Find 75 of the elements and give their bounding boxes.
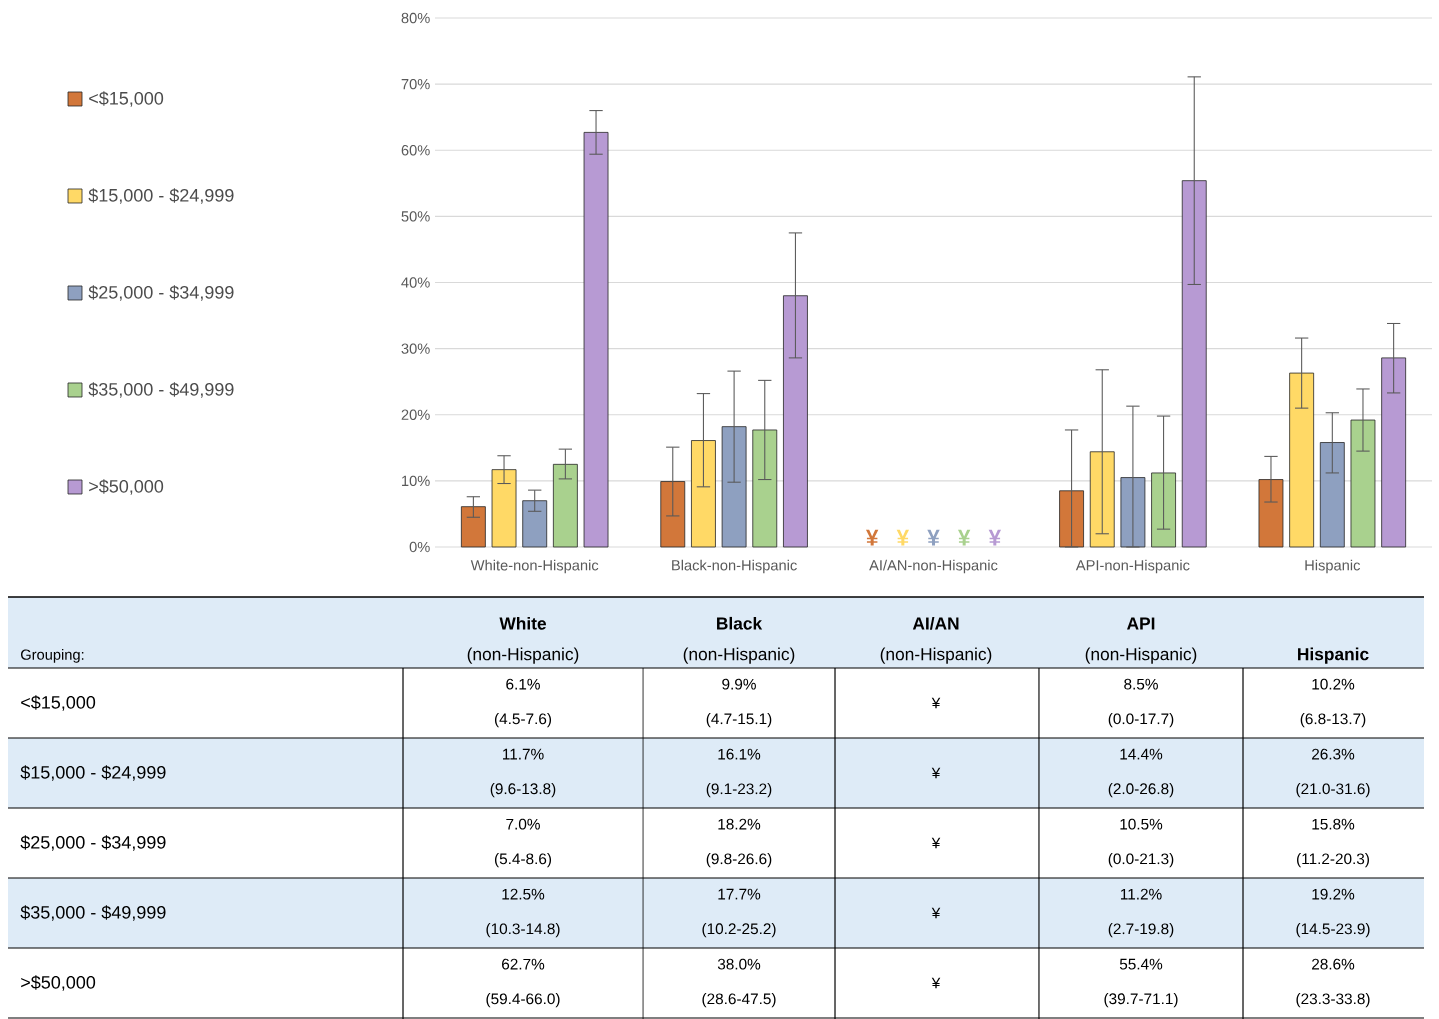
bar (1289, 372, 1315, 548)
y-tick-label: 10% (402, 475, 430, 487)
text: 18.2% (9.8-26.6) (706, 818, 772, 868)
bar (1350, 419, 1376, 548)
text: ¥ (865, 529, 879, 546)
text: 28.6% (23.3-33.8) (1296, 958, 1370, 1008)
text: 14.4% (2.0-26.8) (1108, 748, 1174, 798)
text: ¥ (927, 529, 940, 546)
y-tick-label: 0% (409, 541, 430, 553)
bar (522, 500, 548, 548)
text: White (non-Hispanic) (467, 616, 579, 664)
x-tick-label: White-non-Hispanic (470, 559, 599, 574)
text: 16.1% (9.1-23.2) (706, 748, 772, 798)
text: 10.5% (0.0-21.3) (1108, 818, 1174, 868)
y-tick-label: 50% (401, 211, 430, 222)
text: ¥ (931, 907, 941, 919)
bar (1381, 357, 1407, 548)
text: 19.2% (14.5-23.9) (1296, 888, 1370, 938)
text: 26.3% (21.0-31.6) (1296, 748, 1370, 798)
text: 8.5% (0.0-17.7) (1108, 678, 1174, 728)
bar (552, 463, 578, 548)
text: >$50,000 (21, 975, 96, 991)
y-tick-label: 30% (401, 343, 430, 354)
legend-label: $25,000 - $34,999 (88, 285, 234, 301)
legend-label: $35,000 - $49,999 (88, 382, 234, 398)
text: 6.1% (4.5-7.6) (494, 678, 552, 728)
text: 11.7% (9.6-13.8) (490, 748, 556, 798)
bar (691, 440, 716, 548)
text: ¥ (931, 977, 941, 989)
y-tick-label: 20% (401, 409, 430, 420)
text: 55.4% (39.7-71.1) (1104, 958, 1178, 1008)
text: 10.2% (6.8-13.7) (1300, 678, 1366, 728)
y-tick-label: 80% (401, 12, 430, 24)
text: ¥ (931, 767, 941, 779)
text: AI/AN (non-Hispanic) (880, 616, 992, 664)
bar (1319, 442, 1345, 548)
text: 38.0% (28.6-47.5) (702, 958, 776, 1008)
text: 7.0% (5.4-8.6) (494, 818, 552, 868)
text: <$15,000 (21, 695, 96, 711)
bar (783, 295, 808, 548)
text: 62.7% (59.4-66.0) (486, 958, 560, 1008)
text: $35,000 - $49,999 (20, 905, 166, 921)
bar (583, 132, 609, 548)
text: 15.8% (11.2-20.3) (1297, 818, 1369, 868)
text: Grouping: (21, 649, 84, 663)
text: API (non-Hispanic) (1085, 617, 1197, 664)
bar (1258, 479, 1284, 548)
x-tick-label: Hispanic (1305, 559, 1361, 574)
text: 12.5% (10.3-14.8) (486, 888, 560, 938)
x-tick-label: API-non-Hispanic (1075, 559, 1190, 574)
text: 11.2% (2.7-19.8) (1108, 888, 1174, 938)
text: 17.7% (10.2-25.2) (702, 888, 776, 938)
x-tick-label: Black-non-Hispanic (672, 559, 797, 574)
bar (721, 426, 747, 548)
text: $25,000 - $34,999 (20, 835, 166, 851)
bar (460, 506, 486, 548)
text: 9.9% (4.7-15.1) (706, 678, 772, 728)
bar (752, 429, 778, 548)
text: Hispanic (1298, 647, 1369, 664)
bar (1181, 180, 1207, 548)
y-tick-label: 40% (401, 277, 430, 288)
y-tick-label: 70% (401, 78, 430, 90)
y-tick-label: 60% (401, 145, 430, 156)
text: ¥ (988, 529, 1002, 546)
text: ¥ (931, 697, 941, 709)
text: ¥ (957, 529, 971, 546)
text: Black (non-Hispanic) (683, 616, 795, 664)
x-tick-label: AI/AN-non-Hispanic (869, 559, 998, 574)
text: $15,000 - $24,999 (20, 765, 166, 781)
bar (491, 469, 517, 548)
text: ¥ (896, 529, 910, 546)
legend-label: $15,000 - $24,999 (88, 188, 234, 204)
legend-label: >$50,000 (89, 479, 164, 495)
legend-label: <$15,000 (89, 91, 164, 107)
text: ¥ (931, 837, 941, 849)
